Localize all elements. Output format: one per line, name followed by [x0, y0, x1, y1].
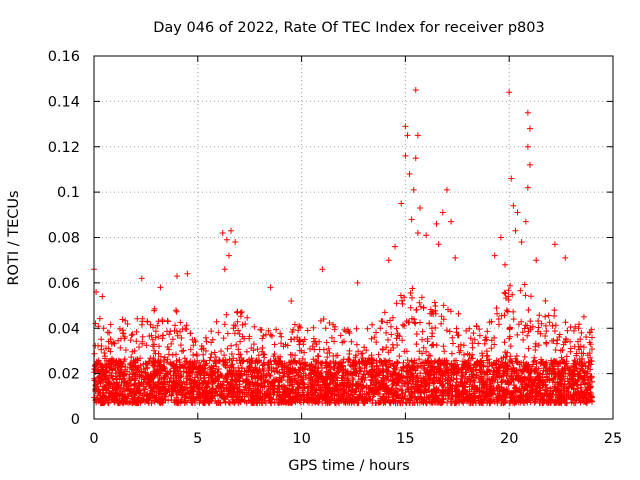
data-point [232, 239, 239, 246]
y-tick-label: 0.14 [48, 94, 80, 110]
data-point [433, 220, 440, 227]
data-point [423, 232, 430, 239]
data-point [402, 123, 409, 130]
data-point [562, 254, 569, 261]
data-point [533, 257, 540, 264]
x-tick-label: 15 [396, 431, 414, 447]
data-point [518, 239, 525, 246]
data-point [412, 87, 419, 94]
data-point [435, 241, 442, 248]
data-point [138, 275, 145, 282]
data-point [225, 252, 232, 259]
data-points [91, 87, 596, 407]
data-point [491, 252, 498, 259]
data-point [228, 227, 235, 234]
data-point [514, 209, 521, 216]
data-point [524, 143, 531, 150]
data-point [398, 200, 405, 207]
data-point [522, 218, 529, 225]
data-point [439, 209, 446, 216]
data-point [508, 175, 515, 182]
x-axis-label: GPS time / hours [288, 458, 409, 474]
y-tick-label: 0.02 [48, 367, 80, 383]
data-point [416, 205, 423, 212]
data-point [524, 109, 531, 116]
x-tick-label: 0 [89, 431, 98, 447]
data-point [385, 257, 392, 264]
y-tick-label: 0.16 [48, 49, 80, 65]
data-point [354, 279, 361, 286]
data-point [414, 229, 421, 236]
data-point [502, 261, 509, 268]
data-point [551, 241, 558, 248]
data-point [157, 284, 164, 291]
data-point [580, 313, 587, 320]
y-tick-label: 0.08 [48, 231, 80, 247]
data-point [223, 236, 230, 243]
data-point [402, 152, 409, 159]
data-point [319, 266, 326, 273]
data-point [443, 186, 450, 193]
data-point [524, 184, 531, 191]
data-point [184, 270, 191, 277]
chart-title: Day 046 of 2022, Rate Of TEC Index for r… [153, 20, 544, 36]
axis-ticks: 0 5 10 15 20 25 0 0.02 0.04 0.06 0.08 0.1 0.12 0.14 0.… [48, 49, 623, 447]
data-point [497, 234, 504, 241]
data-point [510, 202, 517, 209]
x-tick-label: 10 [292, 431, 310, 447]
y-tick-label: 0.1 [57, 185, 80, 201]
data-point [267, 284, 274, 291]
y-tick-label: 0.04 [48, 321, 80, 337]
y-tick-label: 0.06 [48, 276, 80, 292]
data-point [288, 298, 295, 305]
data-point [452, 254, 459, 261]
x-tick-label: 20 [500, 431, 518, 447]
data-point [506, 89, 513, 96]
data-point [526, 125, 533, 132]
scatter-cloud [91, 281, 596, 407]
y-axis-label: ROTI / TECUs [6, 190, 22, 285]
x-tick-label: 25 [604, 431, 622, 447]
data-point [99, 293, 106, 300]
data-point [408, 216, 415, 223]
data-point [174, 273, 181, 280]
data-point [392, 243, 399, 250]
data-point [526, 161, 533, 168]
data-point [221, 266, 228, 273]
data-point [404, 132, 411, 139]
data-point [512, 227, 519, 234]
data-point [410, 186, 417, 193]
data-point [412, 155, 419, 162]
x-tick-label: 5 [193, 431, 202, 447]
y-tick-label: 0 [71, 412, 80, 428]
data-point [448, 218, 455, 225]
data-point [406, 170, 413, 177]
data-point [414, 132, 421, 139]
y-tick-label: 0.12 [48, 140, 80, 156]
data-point [219, 229, 226, 236]
